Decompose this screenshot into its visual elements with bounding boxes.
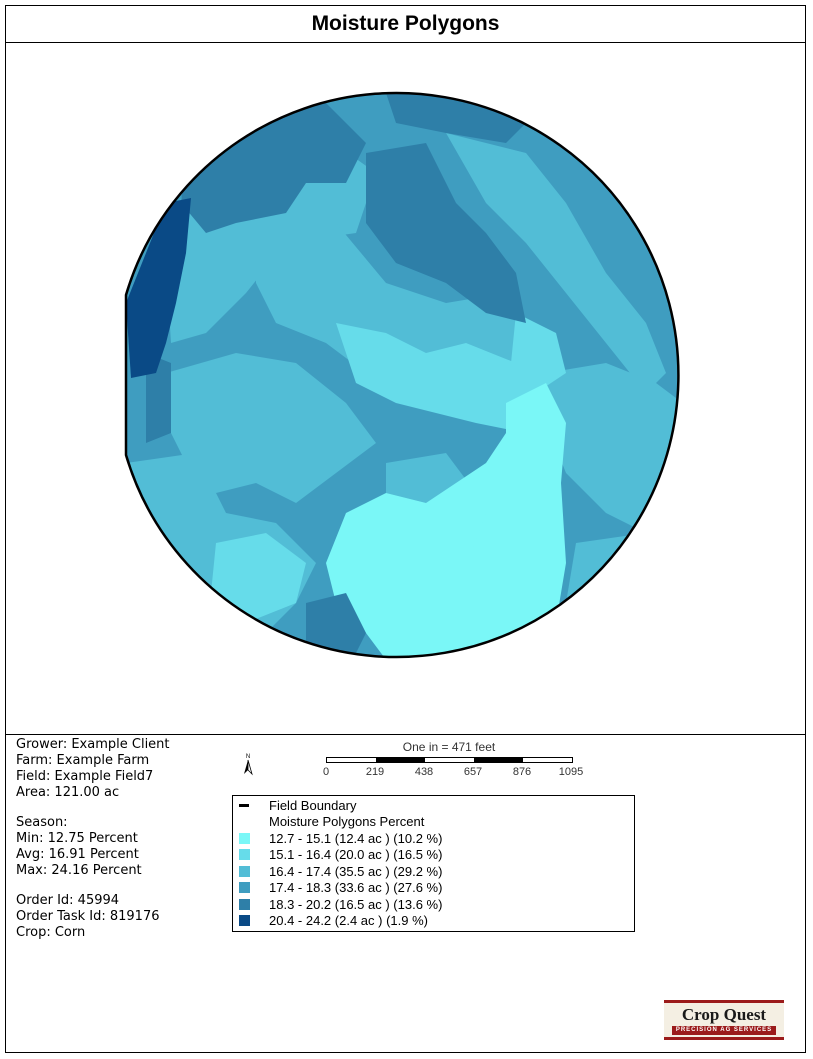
info-divider [5,734,806,735]
zone-15-16 [511,313,566,393]
field-info: Grower: Example Client Farm: Example Far… [16,737,170,941]
zone-15-16 [684,343,701,373]
legend-swatch [239,865,250,877]
scale-tick: 438 [414,766,434,778]
logo-name: Crop Quest [681,1005,767,1024]
legend-layer-title: Moisture Polygons Percent [269,814,425,830]
legend-class-row: 15.1 - 16.4 (20.0 ac ) (16.5 %) [239,847,634,864]
legend-class-row: 18.3 - 20.2 (16.5 ac ) (13.6 %) [239,896,634,913]
zone-12-15 [366,663,476,703]
min-text: Min: 12.75 Percent [16,831,138,846]
map-area [6,43,805,735]
moisture-map [124,91,701,703]
legend-class-label: 15.1 - 16.4 (20.0 ac ) (16.5 %) [269,847,443,863]
zone-12-15 [326,383,566,657]
zone-18-20 [146,353,171,443]
order-task-id-text: Order Task Id: 819176 [16,909,160,924]
crop-text: Crop: Corn [16,925,86,940]
crop-quest-logo: Crop Quest PRECISION AG SERVICES [664,1000,784,1040]
scale-tick: 0 [322,766,330,778]
order-id-text: Order Id: 45994 [16,893,120,908]
zone-16-17 [446,133,666,393]
legend-class-row: 16.4 - 17.4 (35.5 ac ) (29.2 %) [239,863,634,880]
north-arrow-icon: N [241,752,255,776]
scale-tick: 219 [365,766,385,778]
farm-text: Farm: Example Farm [16,753,150,768]
avg-text: Avg: 16.91 Percent [16,847,139,862]
max-text: Max: 24.16 Percent [16,863,142,878]
legend-class-label: 20.4 - 24.2 (2.4 ac ) (1.9 %) [269,913,428,929]
north-label: N [246,754,250,760]
legend-class-label: 12.7 - 15.1 (12.4 ac ) (10.2 %) [269,830,443,846]
legend-swatch [239,832,250,844]
zone-16-17 [166,353,376,503]
grower-text: Grower: Example Client [16,737,170,752]
page-title: Moisture Polygons [311,11,500,35]
legend-swatch [239,882,250,894]
scale-tick: 1095 [558,766,584,778]
map-frame [5,5,806,1053]
legend-class-row: 20.4 - 24.2 (2.4 ac ) (1.9 %) [239,913,634,930]
season-text: Season: [16,815,68,830]
scale-bar: One in = 471 feet 0 219 438 657 876 1095 [318,740,588,784]
zone-18-20 [366,143,526,323]
boundary-line-icon [239,804,249,807]
legend-class-row: 12.7 - 15.1 (12.4 ac ) (10.2 %) [239,830,634,847]
field-boundary [124,91,680,659]
field-text: Field: Example Field7 [16,769,154,784]
map-legend: Field Boundary Moisture Polygons Percent… [232,795,635,932]
scale-bar-graphic [326,757,573,763]
zone-12-15 [471,513,506,603]
title-bar: Moisture Polygons [5,5,806,43]
zone-15-16 [336,323,546,433]
legend-boundary-row: Field Boundary [239,797,634,814]
area-text: Area: 121.00 ac [16,785,120,800]
legend-boundary-label: Field Boundary [269,797,357,813]
legend-class-row: 17.4 - 18.3 (33.6 ac ) (27.6 %) [239,880,634,897]
scale-title: One in = 471 feet [402,740,496,754]
zone-18-20 [226,643,336,657]
scale-tick: 876 [512,766,532,778]
zone-16-17 [566,533,646,643]
legend-swatch [239,898,250,910]
legend-class-label: 18.3 - 20.2 (16.5 ac ) (13.6 %) [269,896,443,912]
zone-15-16 [211,533,306,623]
scale-tick: 657 [463,766,483,778]
legend-swatch [239,915,250,927]
legend-class-label: 16.4 - 17.4 (35.5 ac ) (29.2 %) [269,863,443,879]
logo-tagline: PRECISION AG SERVICES [672,1026,776,1035]
legend-class-label: 17.4 - 18.3 (33.6 ac ) (27.6 %) [269,880,443,896]
legend-swatch [239,849,250,861]
zone-20-24 [126,198,191,378]
scale-ticks: 0 219 438 657 876 1095 [318,766,588,780]
